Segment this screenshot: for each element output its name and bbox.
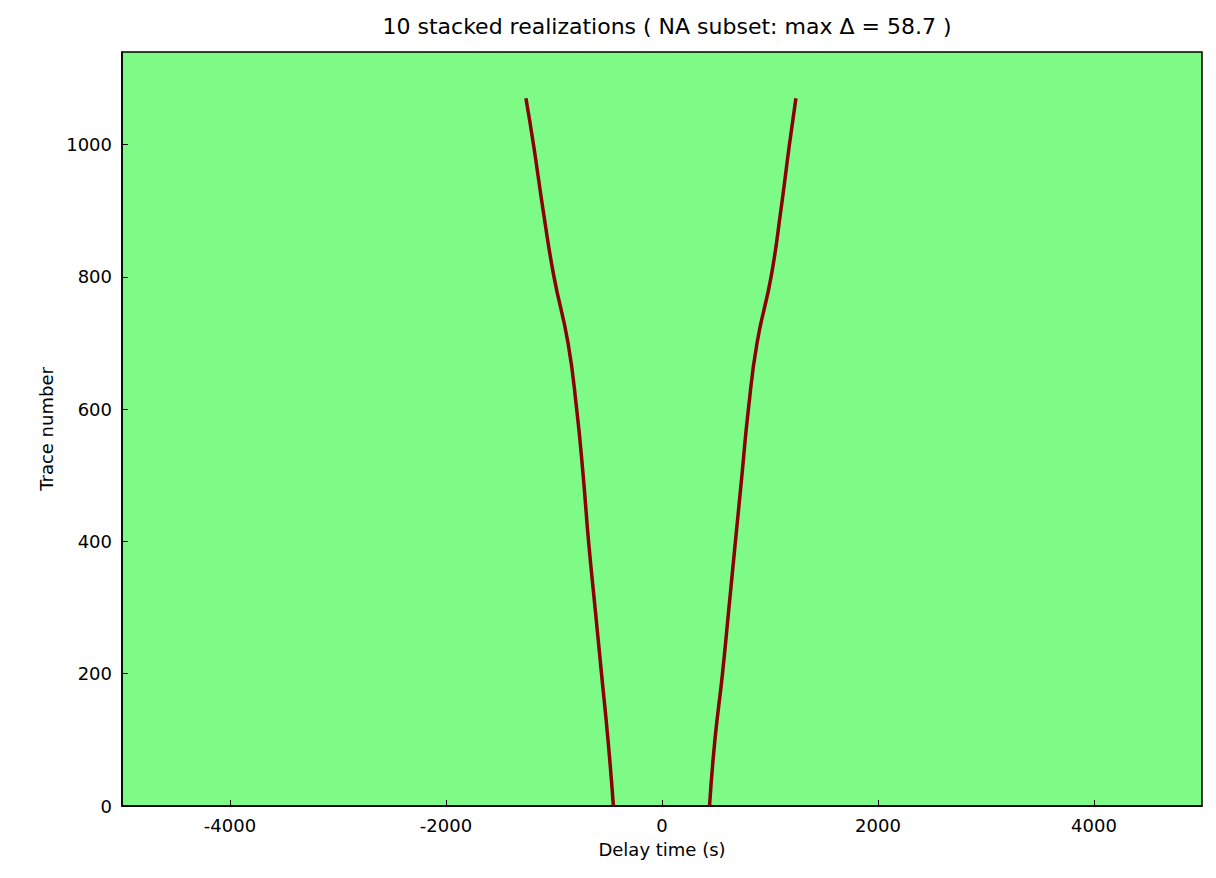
svg-text:1000: 1000: [66, 134, 112, 155]
svg-text:2000: 2000: [855, 815, 901, 836]
svg-text:600: 600: [78, 399, 112, 420]
svg-text:0: 0: [656, 815, 667, 836]
svg-text:200: 200: [78, 663, 112, 684]
svg-text:400: 400: [78, 531, 112, 552]
svg-text:4000: 4000: [1071, 815, 1117, 836]
svg-text:-2000: -2000: [420, 815, 472, 836]
svg-text:-4000: -4000: [204, 815, 256, 836]
svg-text:Trace number: Trace number: [36, 367, 57, 492]
svg-text:800: 800: [78, 266, 112, 287]
svg-text:Delay time (s): Delay time (s): [598, 839, 725, 860]
svg-text:0: 0: [101, 796, 112, 817]
svg-text:10 stacked realizations ( NA s: 10 stacked realizations ( NA subset: max…: [383, 14, 952, 39]
